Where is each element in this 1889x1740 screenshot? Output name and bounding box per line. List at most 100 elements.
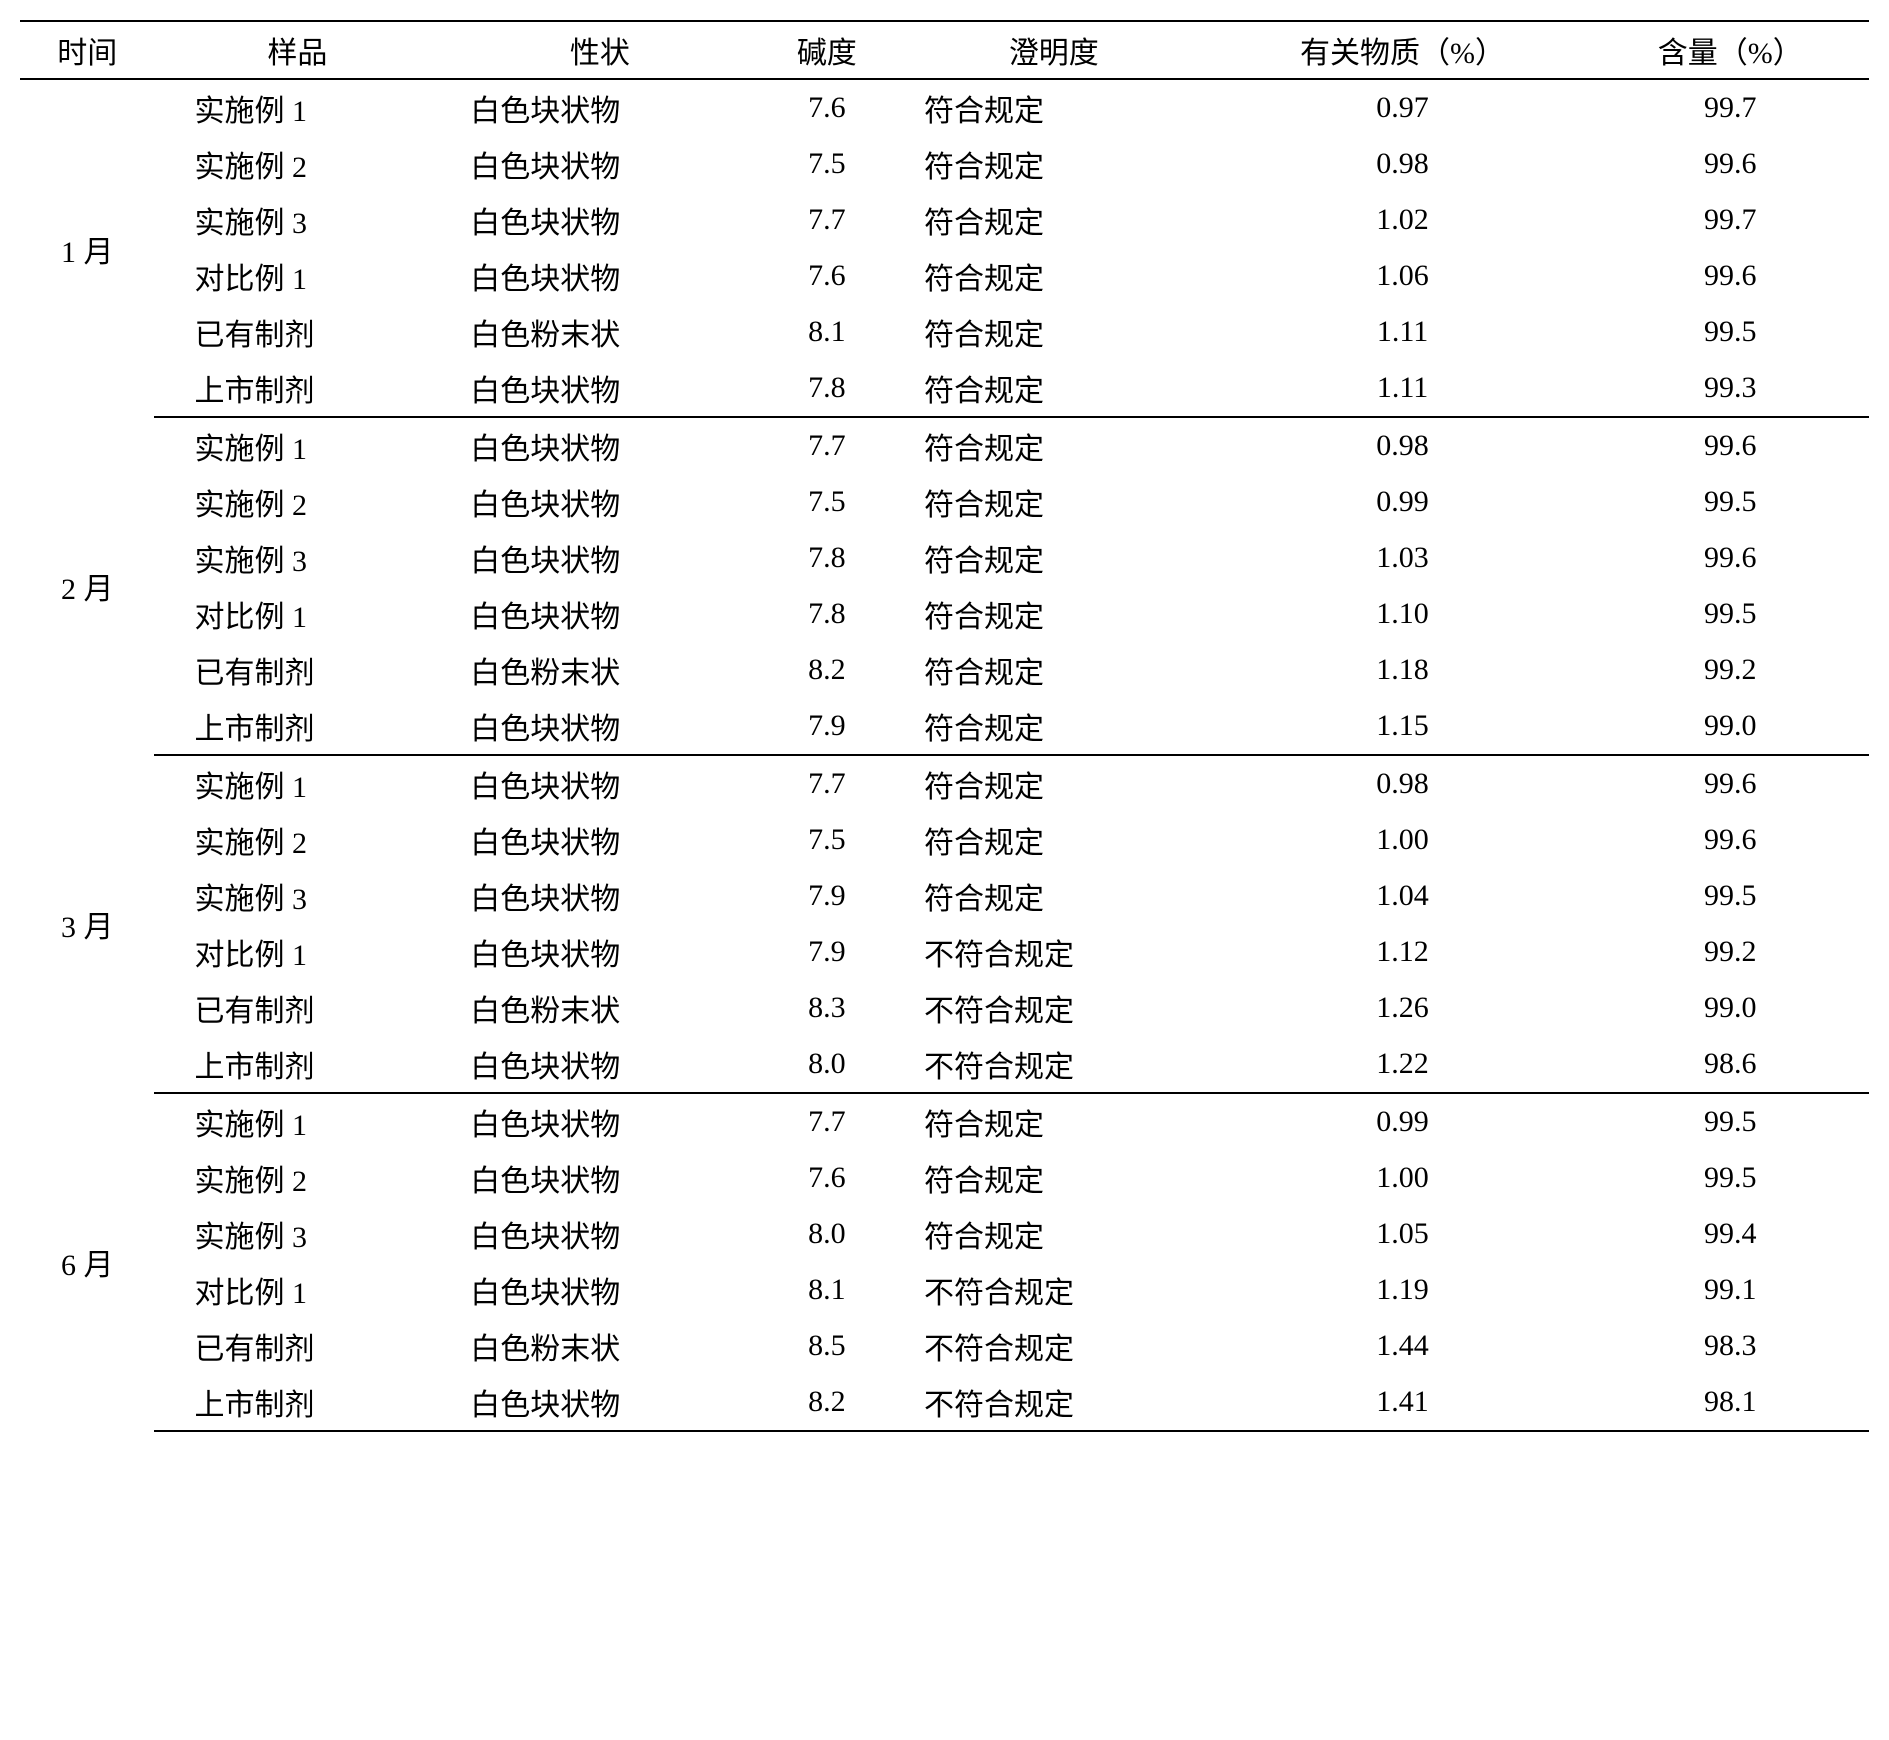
alkalinity-cell: 7.7 xyxy=(760,1093,894,1150)
content-cell: 98.3 xyxy=(1592,1318,1869,1374)
alkalinity-cell: 7.9 xyxy=(760,698,894,755)
sample-cell: 已有制剂 xyxy=(154,1318,440,1374)
related-cell: 1.03 xyxy=(1213,530,1591,586)
sample-cell: 实施例 2 xyxy=(154,1150,440,1206)
table-row: 上市制剂白色块状物7.8符合规定1.1199.3 xyxy=(20,360,1869,417)
appearance-cell: 白色粉末状 xyxy=(440,642,759,698)
sample-cell: 实施例 2 xyxy=(154,812,440,868)
content-cell: 99.2 xyxy=(1592,642,1869,698)
related-cell: 1.26 xyxy=(1213,980,1591,1036)
sample-cell: 对比例 1 xyxy=(154,1262,440,1318)
sample-cell: 实施例 3 xyxy=(154,868,440,924)
related-cell: 1.44 xyxy=(1213,1318,1591,1374)
sample-cell: 实施例 1 xyxy=(154,79,440,136)
alkalinity-cell: 7.8 xyxy=(760,586,894,642)
clarity-cell: 符合规定 xyxy=(894,136,1213,192)
clarity-cell: 符合规定 xyxy=(894,417,1213,474)
sample-cell: 实施例 3 xyxy=(154,1206,440,1262)
alkalinity-cell: 8.5 xyxy=(760,1318,894,1374)
content-cell: 99.6 xyxy=(1592,136,1869,192)
related-cell: 1.10 xyxy=(1213,586,1591,642)
related-cell: 1.06 xyxy=(1213,248,1591,304)
related-cell: 1.41 xyxy=(1213,1374,1591,1431)
sample-cell: 上市制剂 xyxy=(154,1374,440,1431)
table-row: 2 月实施例 1白色块状物7.7符合规定0.9899.6 xyxy=(20,417,1869,474)
clarity-cell: 不符合规定 xyxy=(894,1374,1213,1431)
related-cell: 0.99 xyxy=(1213,474,1591,530)
sample-cell: 实施例 1 xyxy=(154,1093,440,1150)
appearance-cell: 白色块状物 xyxy=(440,1150,759,1206)
appearance-cell: 白色块状物 xyxy=(440,1093,759,1150)
appearance-cell: 白色块状物 xyxy=(440,1206,759,1262)
col-header-sample: 样品 xyxy=(154,21,440,79)
appearance-cell: 白色块状物 xyxy=(440,360,759,417)
table-row: 实施例 3白色块状物7.8符合规定1.0399.6 xyxy=(20,530,1869,586)
appearance-cell: 白色块状物 xyxy=(440,530,759,586)
table-row: 已有制剂白色粉末状8.1符合规定1.1199.5 xyxy=(20,304,1869,360)
sample-cell: 上市制剂 xyxy=(154,698,440,755)
clarity-cell: 符合规定 xyxy=(894,530,1213,586)
table-row: 实施例 3白色块状物7.7符合规定1.0299.7 xyxy=(20,192,1869,248)
alkalinity-cell: 7.8 xyxy=(760,360,894,417)
table-row: 3 月实施例 1白色块状物7.7符合规定0.9899.6 xyxy=(20,755,1869,812)
related-cell: 1.00 xyxy=(1213,1150,1591,1206)
table-row: 上市制剂白色块状物8.2不符合规定1.4198.1 xyxy=(20,1374,1869,1431)
alkalinity-cell: 7.6 xyxy=(760,1150,894,1206)
alkalinity-cell: 8.1 xyxy=(760,1262,894,1318)
clarity-cell: 不符合规定 xyxy=(894,1262,1213,1318)
table-row: 实施例 2白色块状物7.5符合规定0.9999.5 xyxy=(20,474,1869,530)
clarity-cell: 不符合规定 xyxy=(894,1318,1213,1374)
table-row: 6 月实施例 1白色块状物7.7符合规定0.9999.5 xyxy=(20,1093,1869,1150)
alkalinity-cell: 8.3 xyxy=(760,980,894,1036)
col-header-alkalinity: 碱度 xyxy=(760,21,894,79)
col-header-content: 含量（%） xyxy=(1592,21,1869,79)
table-row: 已有制剂白色粉末状8.3不符合规定1.2699.0 xyxy=(20,980,1869,1036)
related-cell: 1.11 xyxy=(1213,304,1591,360)
appearance-cell: 白色块状物 xyxy=(440,1374,759,1431)
content-cell: 99.5 xyxy=(1592,1150,1869,1206)
content-cell: 99.5 xyxy=(1592,586,1869,642)
table-row: 已有制剂白色粉末状8.5不符合规定1.4498.3 xyxy=(20,1318,1869,1374)
table-row: 已有制剂白色粉末状8.2符合规定1.1899.2 xyxy=(20,642,1869,698)
appearance-cell: 白色粉末状 xyxy=(440,980,759,1036)
alkalinity-cell: 7.7 xyxy=(760,192,894,248)
alkalinity-cell: 7.5 xyxy=(760,474,894,530)
appearance-cell: 白色块状物 xyxy=(440,924,759,980)
table-row: 1 月实施例 1白色块状物7.6符合规定0.9799.7 xyxy=(20,79,1869,136)
related-cell: 1.04 xyxy=(1213,868,1591,924)
time-cell: 2 月 xyxy=(20,417,154,755)
appearance-cell: 白色块状物 xyxy=(440,1262,759,1318)
time-cell: 1 月 xyxy=(20,79,154,417)
related-cell: 1.11 xyxy=(1213,360,1591,417)
related-cell: 0.98 xyxy=(1213,417,1591,474)
related-cell: 1.02 xyxy=(1213,192,1591,248)
content-cell: 99.5 xyxy=(1592,868,1869,924)
content-cell: 99.7 xyxy=(1592,79,1869,136)
related-cell: 0.98 xyxy=(1213,136,1591,192)
content-cell: 99.0 xyxy=(1592,980,1869,1036)
sample-cell: 实施例 3 xyxy=(154,192,440,248)
alkalinity-cell: 7.5 xyxy=(760,812,894,868)
appearance-cell: 白色块状物 xyxy=(440,586,759,642)
col-header-time: 时间 xyxy=(20,21,154,79)
alkalinity-cell: 7.9 xyxy=(760,924,894,980)
table-row: 实施例 2白色块状物7.6符合规定1.0099.5 xyxy=(20,1150,1869,1206)
clarity-cell: 符合规定 xyxy=(894,586,1213,642)
alkalinity-cell: 7.6 xyxy=(760,79,894,136)
time-cell: 6 月 xyxy=(20,1093,154,1431)
appearance-cell: 白色块状物 xyxy=(440,248,759,304)
alkalinity-cell: 7.9 xyxy=(760,868,894,924)
appearance-cell: 白色块状物 xyxy=(440,812,759,868)
sample-cell: 已有制剂 xyxy=(154,642,440,698)
related-cell: 1.15 xyxy=(1213,698,1591,755)
appearance-cell: 白色块状物 xyxy=(440,79,759,136)
table-body: 1 月实施例 1白色块状物7.6符合规定0.9799.7实施例 2白色块状物7.… xyxy=(20,79,1869,1431)
alkalinity-cell: 7.7 xyxy=(760,755,894,812)
sample-cell: 已有制剂 xyxy=(154,980,440,1036)
content-cell: 99.6 xyxy=(1592,755,1869,812)
alkalinity-cell: 7.5 xyxy=(760,136,894,192)
col-header-clarity: 澄明度 xyxy=(894,21,1213,79)
appearance-cell: 白色粉末状 xyxy=(440,1318,759,1374)
clarity-cell: 符合规定 xyxy=(894,642,1213,698)
appearance-cell: 白色粉末状 xyxy=(440,304,759,360)
